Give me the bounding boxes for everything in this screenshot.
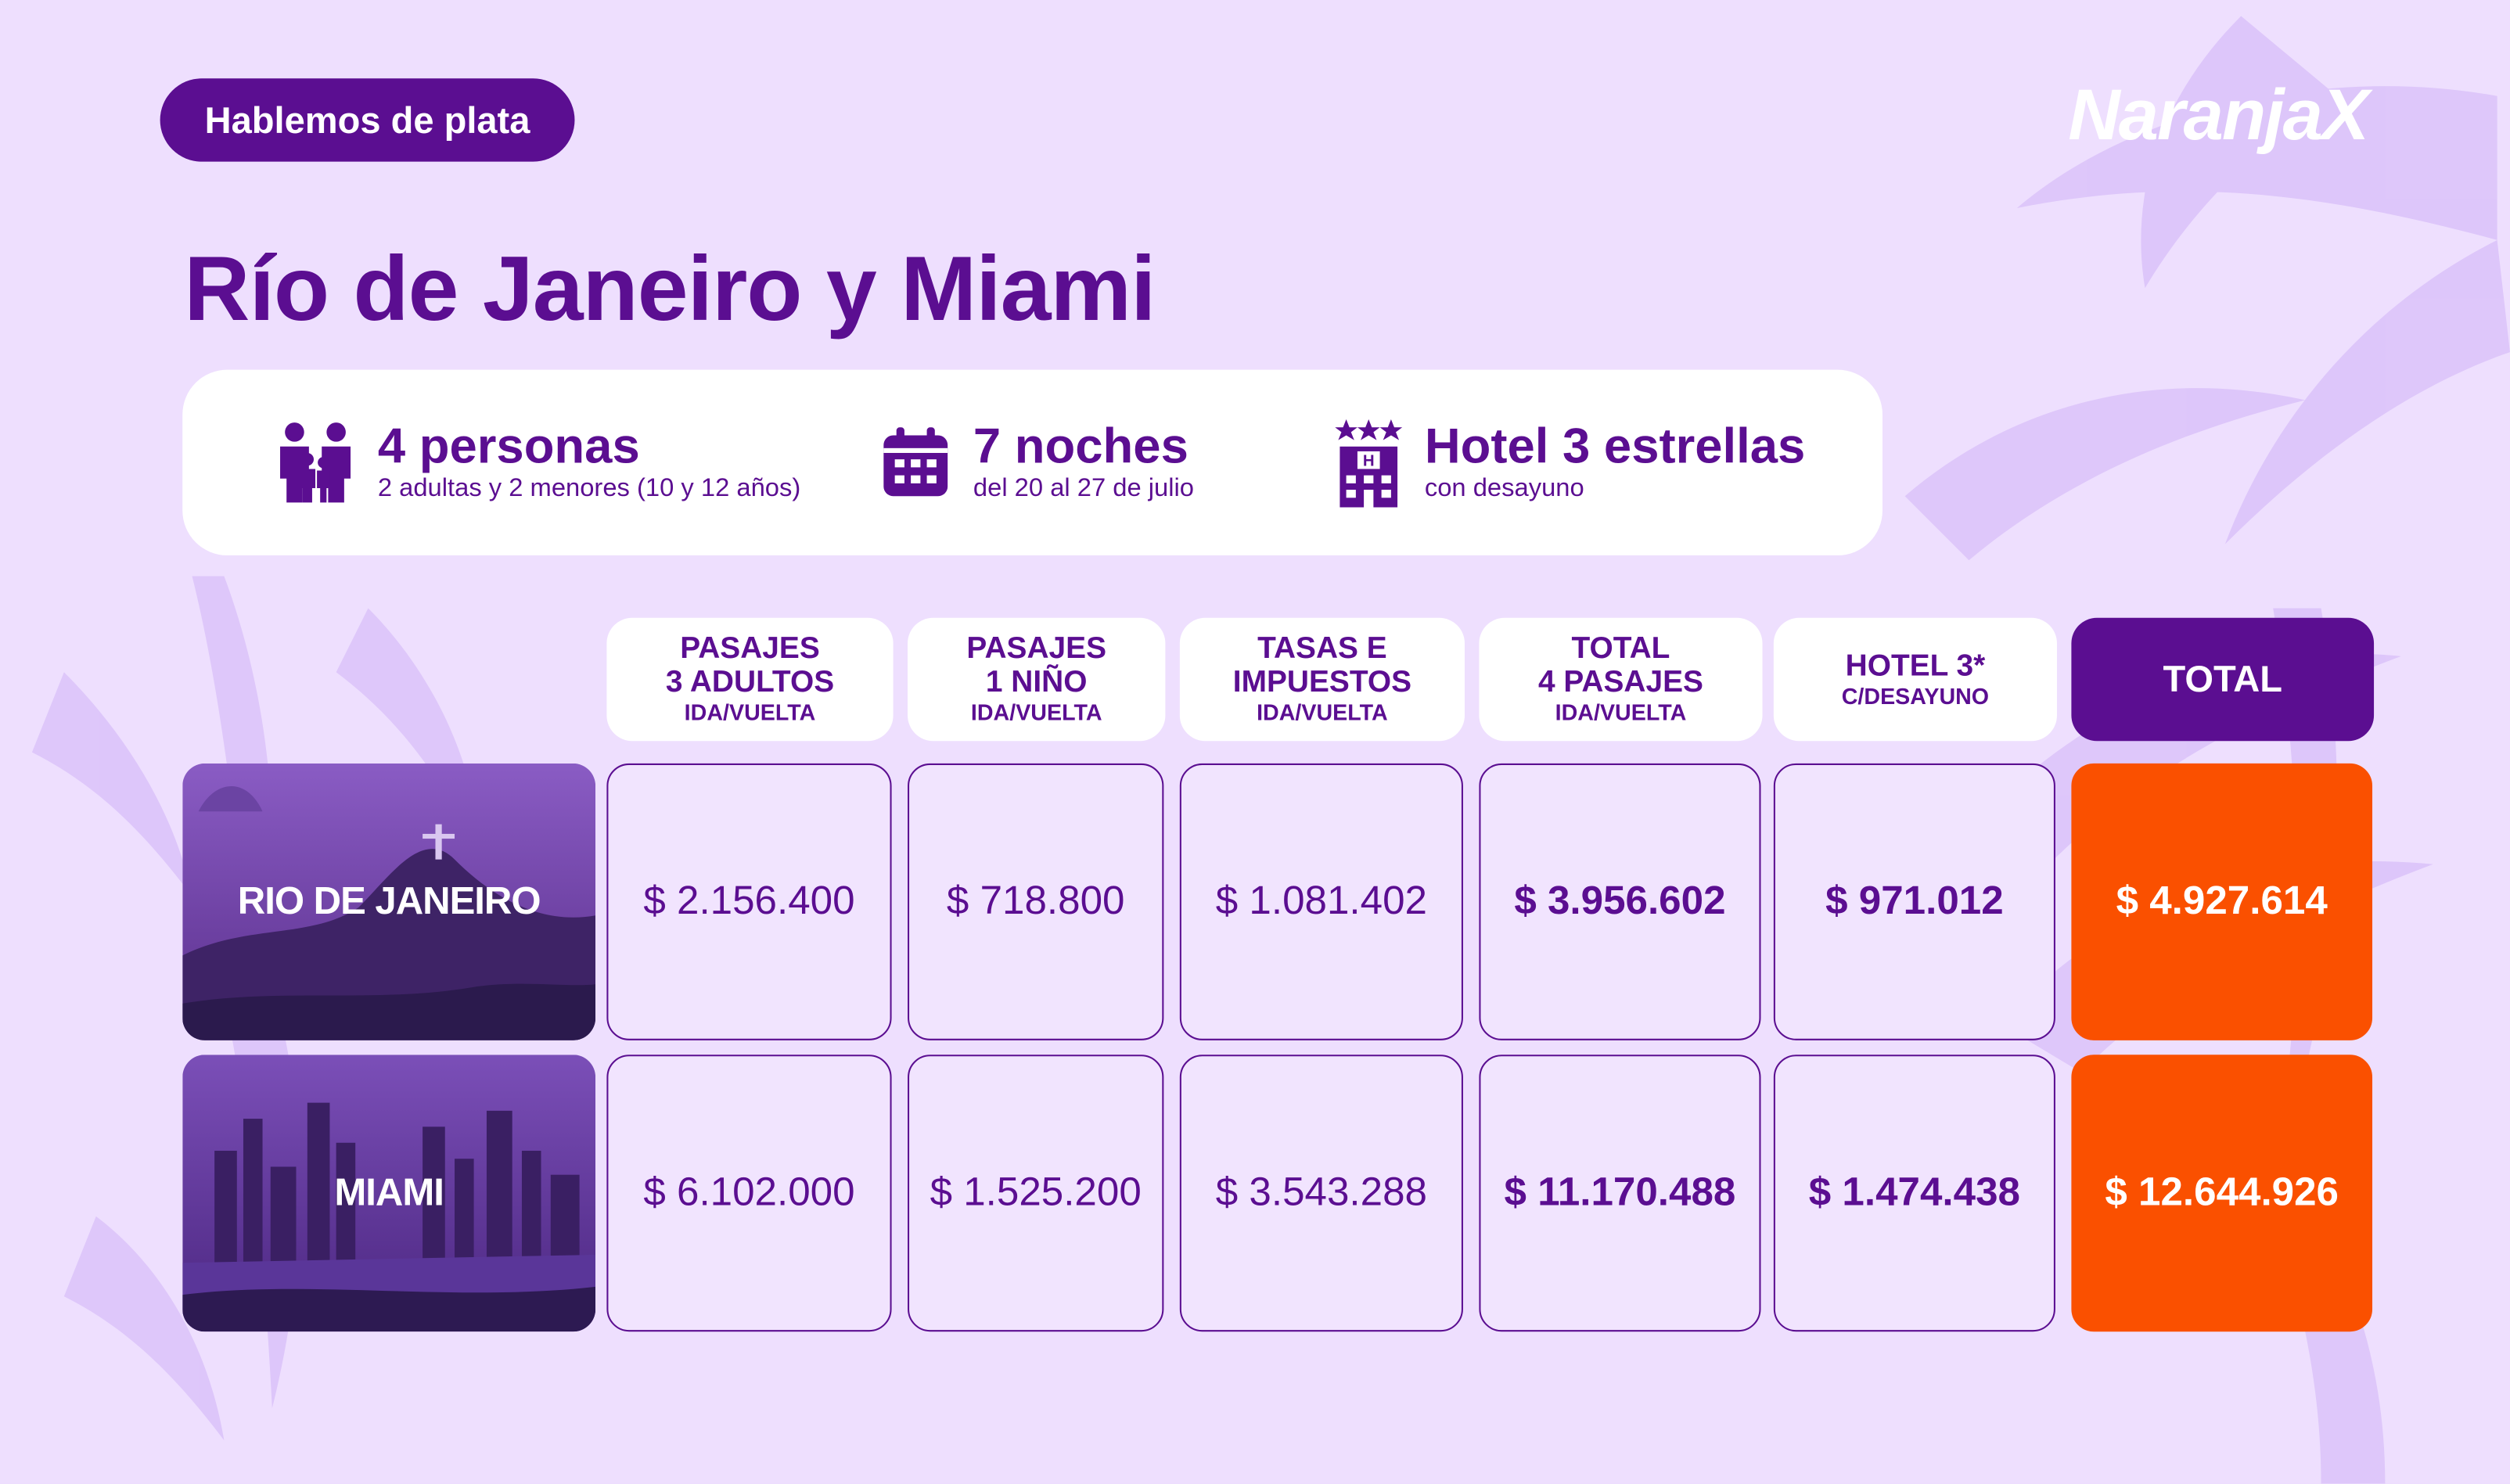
info-people: 4 personas 2 adultas y 2 menores (10 y 1… (275, 370, 800, 555)
rio-taxes: $ 1.081.402 (1179, 763, 1463, 1040)
hotel-category: Hotel 3 estrellas (1424, 417, 1806, 474)
info-hotel: H Hotel 3 estrellas con desayuno (1335, 370, 1805, 555)
column-header-subline: IDA/VUELTA (970, 699, 1102, 725)
column-header-line: 4 PASAJES (1537, 666, 1703, 700)
hotel-icon: H (1335, 419, 1403, 508)
rio-child-fare: $ 718.800 (908, 763, 1164, 1040)
rio-total-fares: $ 3.956.602 (1479, 763, 1761, 1040)
miami-adult-fares: $ 6.102.000 (606, 1055, 892, 1332)
column-header-line: 1 NIÑO (985, 666, 1088, 700)
city-name-rio: RIO DE JANEIRO (237, 879, 541, 923)
column-header-child-fare: PASAJES 1 NIÑO IDA/VUELTA (908, 617, 1166, 742)
miami-child-fare: $ 1.525.200 (908, 1055, 1164, 1332)
hotel-detail: con desayuno (1424, 475, 1584, 503)
column-header-line: TOTAL (2163, 657, 2282, 700)
rio-photo (182, 763, 596, 1040)
miami-total: $ 12.644.926 (2071, 1055, 2373, 1332)
column-header-line: HOTEL 3* (1845, 649, 1986, 683)
miami-photo (182, 1055, 596, 1332)
rio-total: $ 4.927.614 (2071, 763, 2373, 1040)
brand-logo: NaranjaX (2068, 74, 2369, 156)
column-header-adult-fares: PASAJES 3 ADULTOS IDA/VUELTA (606, 617, 894, 742)
column-header-subline: IDA/VUELTA (684, 699, 816, 725)
rio-adult-fares: $ 2.156.400 (606, 763, 892, 1040)
rio-hotel: $ 971.012 (1773, 763, 2055, 1040)
column-header-total: TOTAL (2071, 617, 2375, 742)
people-detail: 2 adultas y 2 menores (10 y 12 años) (377, 475, 801, 503)
svg-text:H: H (1363, 451, 1375, 469)
city-card-rio: RIO DE JANEIRO (182, 763, 596, 1040)
column-header-line: TASAS E (1257, 632, 1387, 667)
city-card-miami: MIAMI (182, 1055, 596, 1332)
column-header-taxes: TASAS E IMPUESTOS IDA/VUELTA (1179, 617, 1465, 742)
column-header-subline: C/DESAYUNO (1841, 682, 1990, 709)
column-header-line: IMPUESTOS (1232, 666, 1412, 700)
column-header-line: TOTAL (1571, 632, 1670, 667)
column-header-total-fares: TOTAL 4 PASAJES IDA/VUELTA (1479, 617, 1763, 742)
trip-info-panel: 4 personas 2 adultas y 2 menores (10 y 1… (182, 369, 1882, 555)
nights-dates: del 20 al 27 de julio (973, 475, 1195, 503)
column-header-subline: IDA/VUELTA (1555, 699, 1687, 725)
tag-badge: Hablemos de plata (160, 78, 575, 162)
city-name-miami: MIAMI (334, 1170, 444, 1214)
column-header-line: PASAJES (966, 632, 1107, 667)
page-title: Río de Janeiro y Miami (184, 238, 1156, 341)
family-icon (280, 422, 351, 503)
people-count: 4 personas (377, 417, 640, 474)
calendar-icon (883, 427, 948, 497)
column-header-line: 3 ADULTOS (665, 666, 835, 700)
miami-taxes: $ 3.543.288 (1179, 1055, 1463, 1332)
column-header-hotel: HOTEL 3* C/DESAYUNO (1773, 617, 2057, 742)
miami-total-fares: $ 11.170.488 (1479, 1055, 1761, 1332)
nights-count: 7 noches (973, 417, 1188, 474)
info-nights: 7 noches del 20 al 27 de julio (880, 370, 1194, 555)
miami-hotel: $ 1.474.438 (1773, 1055, 2055, 1332)
column-header-line: PASAJES (680, 632, 820, 667)
column-header-subline: IDA/VUELTA (1257, 699, 1388, 725)
